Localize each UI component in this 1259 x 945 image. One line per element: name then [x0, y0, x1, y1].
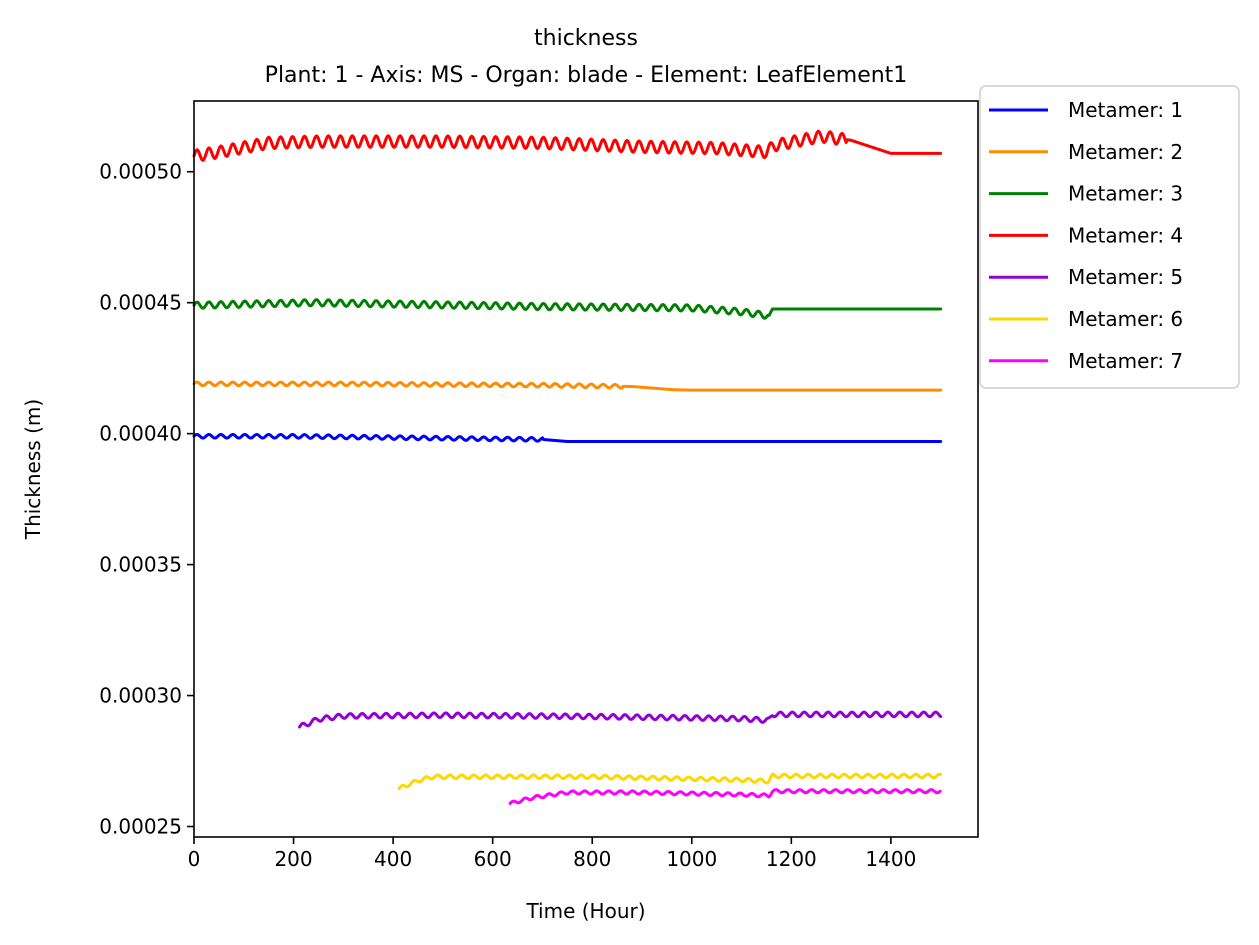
legend-label-metamer-1: Metamer: 1: [1068, 98, 1183, 122]
series-line-metamer-4: [192, 129, 943, 162]
y-tick-label: 0.00040: [99, 422, 182, 446]
x-tick-label: 0: [188, 847, 201, 871]
series-line-metamer-1: [192, 432, 943, 443]
x-tick-label: 200: [274, 847, 312, 871]
x-axis: 0 200 400 600 800 1000 1200 1400: [188, 837, 916, 871]
series-line-metamer-6: [397, 772, 943, 791]
y-tick-label: 0.00045: [99, 291, 182, 315]
y-tick-label: 0.00025: [99, 815, 182, 839]
series-line-metamer-7: [508, 788, 942, 805]
legend: Metamer: 1 Metamer: 2 Metamer: 3 Metamer: 4…: [979, 85, 1240, 389]
x-tick-label: 400: [374, 847, 412, 871]
y-axis-label: Thickness (m): [21, 399, 45, 540]
legend-label-metamer-5: Metamer: 5: [1068, 265, 1183, 289]
series-line-metamer-5: [298, 710, 943, 729]
x-tick-label: 800: [573, 847, 611, 871]
x-tick-label: 1200: [766, 847, 817, 871]
x-tick-label: 1400: [865, 847, 916, 871]
chart-title: thickness: [534, 26, 638, 51]
legend-frame: [979, 85, 1240, 389]
x-axis-label: Time (Hour): [525, 899, 645, 923]
legend-label-metamer-4: Metamer: 4: [1068, 223, 1183, 247]
series-layer: [192, 129, 943, 805]
series-line-metamer-2: [192, 380, 943, 392]
y-tick-label: 0.00050: [99, 160, 182, 184]
plot-frame: [193, 100, 979, 838]
legend-label-metamer-2: Metamer: 2: [1068, 140, 1183, 164]
legend-label-metamer-6: Metamer: 6: [1068, 307, 1183, 331]
x-tick-label: 1000: [666, 847, 717, 871]
chart-subtitle: Plant: 1 - Axis: MS - Organ: blade - Ele…: [265, 63, 908, 88]
x-tick-label: 600: [474, 847, 512, 871]
y-axis: 0.00025 0.00030 0.00035 0.00040 0.00045 0.000…: [99, 160, 194, 839]
legend-label-metamer-3: Metamer: 3: [1068, 182, 1183, 206]
plot-area: [192, 100, 979, 838]
y-tick-label: 0.00035: [99, 553, 182, 577]
series-line-metamer-3: [192, 298, 943, 320]
y-tick-label: 0.00030: [99, 684, 182, 708]
legend-label-metamer-7: Metamer: 7: [1068, 349, 1183, 373]
